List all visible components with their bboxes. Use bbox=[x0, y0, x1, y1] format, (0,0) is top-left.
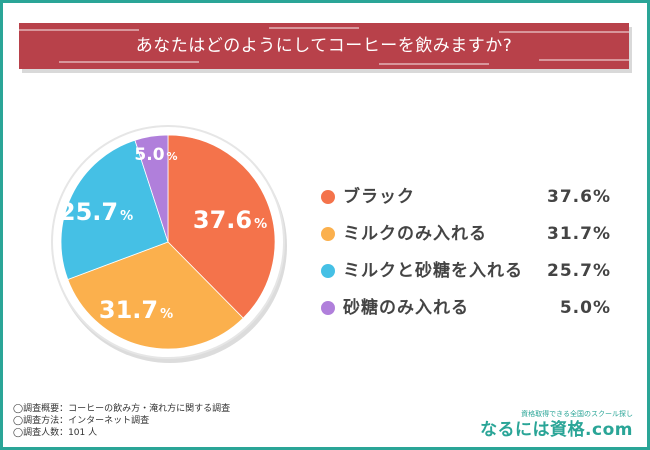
pie-slice-milk-only bbox=[67, 241, 244, 350]
legend-value: 25.7% bbox=[547, 261, 611, 281]
legend-value: 37.6% bbox=[547, 187, 611, 207]
legend-value: 31.7% bbox=[547, 224, 611, 244]
legend-label: 砂糖のみ入れる bbox=[343, 298, 469, 318]
pie-data-label: 31.7% bbox=[99, 296, 173, 324]
note-line: ◯調査人数：101 人 bbox=[13, 428, 98, 438]
pie-slice-sugar-only bbox=[134, 134, 169, 243]
legend-label: ミルクと砂糖を入れる bbox=[343, 261, 523, 281]
pie-chart: 37.6 % 31.7 % 25.7 % 5.0% bbox=[51, 125, 287, 363]
brand-tagline: 資格取得できる全国のスクール探し bbox=[521, 410, 633, 418]
brand-name: なるには資格.com bbox=[480, 420, 633, 440]
legend-item-sugar-only: 砂糖のみ入れる 5.0% bbox=[321, 294, 611, 331]
note-line: ◯調査方法：インターネット調査 bbox=[13, 416, 150, 426]
legend-value: 5.0% bbox=[559, 298, 611, 318]
legend-label: ブラック bbox=[343, 187, 415, 207]
legend-label: ミルクのみ入れる bbox=[343, 224, 487, 244]
legend-item-milk-and-sugar: ミルクと砂糖を入れる 25.7% bbox=[321, 257, 611, 294]
pie-data-label: 37.6% bbox=[193, 206, 267, 234]
pie-slice-milk-and-sugar bbox=[60, 139, 169, 281]
pie-data-label: 5.0% bbox=[134, 145, 177, 165]
legend-swatch bbox=[321, 190, 335, 204]
note-line: ◯調査概要：コーヒーの飲み方・淹れ方に関する調査 bbox=[13, 404, 231, 414]
pie-slice-black bbox=[167, 134, 276, 319]
survey-notes: ◯調査概要：コーヒーの飲み方・淹れ方に関する調査 ◯調査方法：インターネット調査… bbox=[13, 403, 230, 439]
title-banner: あなたはどのようにしてコーヒーを飲みますか? bbox=[19, 23, 629, 69]
legend-swatch bbox=[321, 264, 335, 278]
legend-item-black: ブラック 37.6% bbox=[321, 183, 611, 220]
legend-swatch bbox=[321, 227, 335, 241]
legend: ブラック 37.6% ミルクのみ入れる 31.7% ミルクと砂糖を入れる 25.… bbox=[321, 183, 611, 331]
legend-swatch bbox=[321, 301, 335, 315]
pie-data-label: 25.7% bbox=[59, 198, 133, 226]
chart-title: あなたはどのようにしてコーヒーを飲みますか? bbox=[135, 36, 513, 56]
brand-logo: 資格取得できる全国のスクール探し なるには資格.com bbox=[480, 409, 633, 441]
legend-item-milk-only: ミルクのみ入れる 31.7% bbox=[321, 220, 611, 257]
